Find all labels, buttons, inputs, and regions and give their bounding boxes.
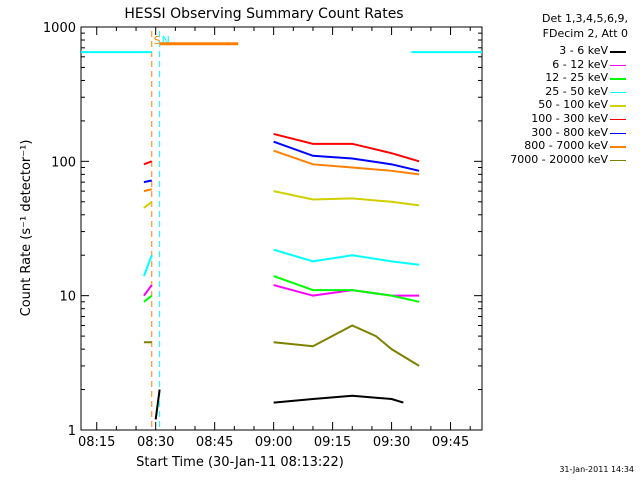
x-tick-label: 09:00	[255, 435, 292, 450]
legend-item-label: 100 - 300 keV	[531, 111, 608, 125]
legend: 3 - 6 keV 6 - 12 keV 12 - 25 keV 25 - 50 ke…	[480, 44, 630, 166]
legend-item: 300 - 800 keV	[480, 126, 630, 140]
series-line	[273, 275, 420, 303]
chart-title: HESSI Observing Summary Count Rates	[124, 6, 403, 22]
x-tick-label: 08:45	[196, 435, 233, 450]
series-line	[143, 200, 153, 209]
series-line	[143, 179, 152, 184]
legend-swatch	[610, 146, 626, 148]
series-line	[143, 188, 153, 193]
legend-item-label: 300 - 800 keV	[531, 125, 608, 139]
series-line	[143, 160, 153, 166]
series-line	[273, 149, 420, 176]
marker-label: S	[154, 34, 161, 47]
x-tick-label: 08:15	[78, 435, 115, 450]
marker-label: N	[162, 34, 170, 47]
legend-item-label: 12 - 25 keV	[545, 71, 608, 85]
series-line	[143, 284, 153, 297]
x-tick-label: 09:30	[373, 435, 410, 450]
legend-swatch	[610, 51, 626, 53]
y-tick-label: 100	[51, 155, 76, 170]
legend-swatch	[610, 159, 626, 162]
series-line	[143, 294, 153, 303]
footer-timestamp: 31-Jan-2011 14:34	[559, 465, 634, 474]
legend-item-label: 800 - 7000 keV	[524, 139, 608, 153]
series-line	[273, 248, 420, 266]
series-line	[142, 254, 153, 277]
x-tick-label: 09:45	[432, 435, 469, 450]
x-tick-label: 08:30	[137, 435, 174, 450]
series-line	[273, 190, 420, 207]
legend-item: 3 - 6 keV	[480, 44, 630, 58]
legend-item-label: 25 - 50 keV	[545, 84, 608, 98]
legend-swatch	[610, 91, 626, 94]
legend-item: 12 - 25 keV	[480, 71, 630, 85]
series-line	[273, 324, 420, 367]
legend-swatch	[610, 78, 626, 80]
legend-item-label: 3 - 6 keV	[559, 44, 608, 57]
legend-swatch	[610, 132, 626, 135]
series-line	[273, 394, 404, 404]
x-axis-label: Start Time (30-Jan-11 08:13:22)	[136, 455, 344, 470]
y-axis-label: Count Rate (s⁻¹ detector⁻¹)	[19, 140, 34, 317]
legend-item-label: 7000 - 20000 keV	[510, 152, 608, 166]
legend-item: 25 - 50 keV	[480, 85, 630, 99]
legend-title-detectors: Det 1,3,4,5,6,9,	[541, 12, 628, 25]
legend-item-label: 50 - 100 keV	[538, 98, 608, 112]
x-axis: 08:15 08:30 08:45 09:00 09:15 09:30 09:45	[78, 27, 471, 450]
legend-swatch	[610, 118, 626, 121]
legend-item: 6 - 12 keV	[480, 58, 630, 72]
legend-item-label: 6 - 12 keV	[552, 57, 608, 71]
y-tick-label: 10	[59, 290, 76, 305]
legend-item: 100 - 300 keV	[480, 112, 630, 126]
series-line	[154, 389, 161, 420]
legend-swatch	[610, 105, 626, 107]
legend-title-decimation: FDecim 2, Att 0	[542, 27, 628, 40]
series-line	[273, 132, 420, 163]
y-tick-label: 1	[68, 424, 76, 439]
legend-item: 800 - 7000 keV	[480, 139, 630, 153]
x-tick-label: 09:15	[314, 435, 351, 450]
y-axis: 1 10 100 1000	[43, 21, 482, 439]
plot-frame	[80, 26, 483, 431]
series-line	[273, 140, 420, 172]
legend-swatch	[610, 64, 626, 67]
legend-item: 7000 - 20000 keV	[480, 153, 630, 167]
y-tick-label: 1000	[43, 21, 76, 36]
legend-item: 50 - 100 keV	[480, 98, 630, 112]
